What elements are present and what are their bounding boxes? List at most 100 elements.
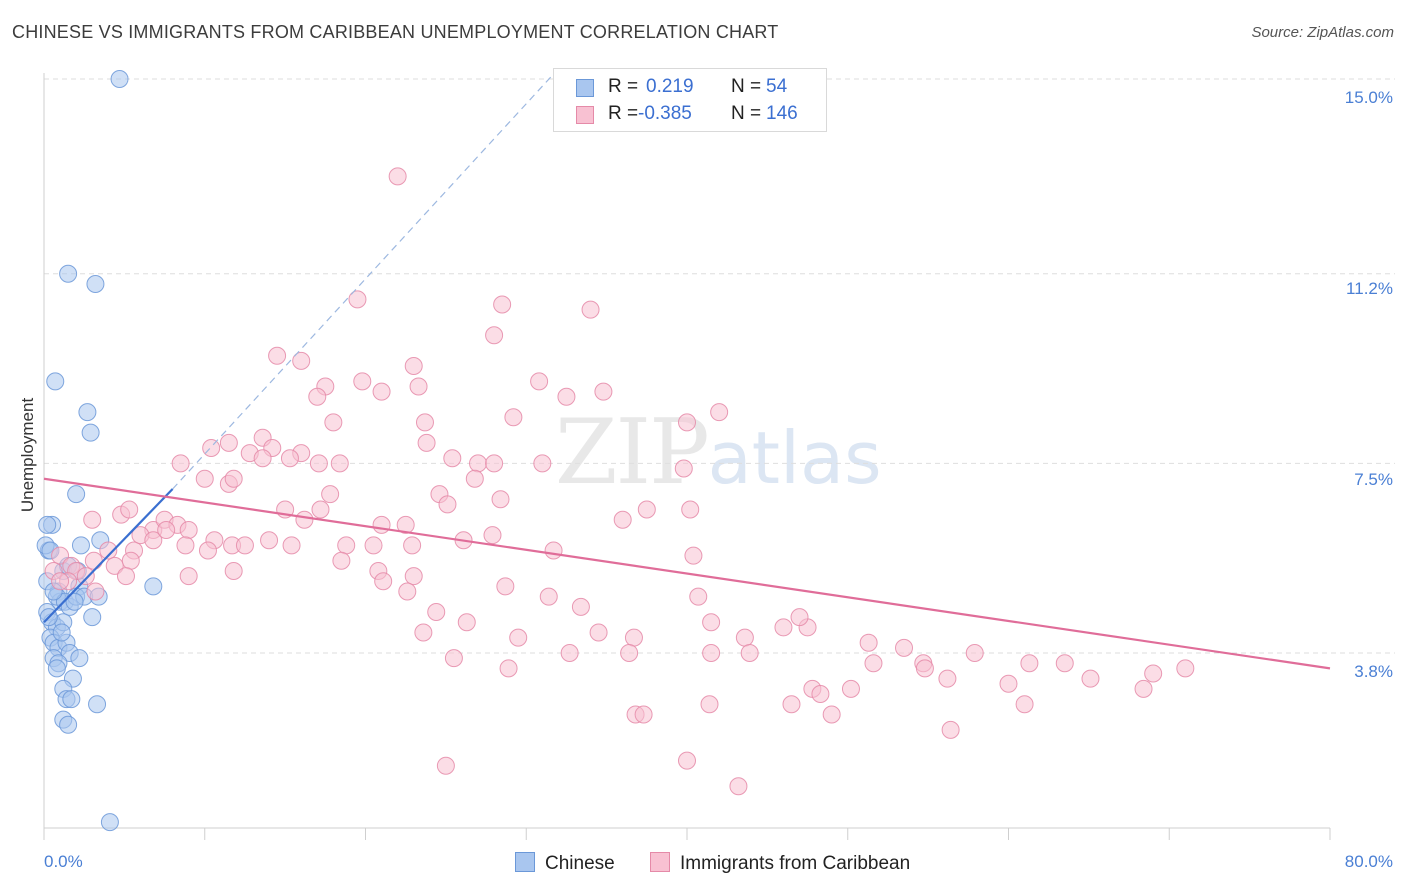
point-caribbean bbox=[438, 495, 457, 514]
point-caribbean bbox=[1055, 654, 1074, 673]
point-caribbean bbox=[51, 546, 70, 565]
point-caribbean bbox=[321, 485, 340, 504]
point-chinese bbox=[100, 813, 119, 832]
point-caribbean bbox=[1176, 659, 1195, 678]
point-caribbean bbox=[1020, 654, 1039, 673]
point-caribbean bbox=[280, 449, 299, 468]
point-caribbean bbox=[364, 536, 383, 555]
point-caribbean bbox=[105, 556, 124, 575]
point-chinese bbox=[62, 690, 81, 709]
point-caribbean bbox=[330, 454, 349, 473]
point-caribbean bbox=[681, 500, 700, 519]
point-caribbean bbox=[179, 521, 198, 539]
point-caribbean bbox=[594, 382, 613, 401]
point-caribbean bbox=[782, 695, 801, 714]
point-caribbean bbox=[811, 685, 830, 703]
point-caribbean bbox=[624, 628, 643, 647]
bottom-legend-label-chinese: Chinese bbox=[545, 853, 615, 874]
point-chinese bbox=[59, 264, 78, 283]
y-tick-label-3-8: 3.8% bbox=[1354, 662, 1393, 681]
point-caribbean bbox=[1015, 695, 1034, 714]
point-caribbean bbox=[332, 551, 351, 570]
point-caribbean bbox=[729, 777, 748, 796]
trendline-chinese-extension bbox=[172, 68, 559, 490]
legend-n-value: 146 bbox=[766, 103, 798, 124]
chart-title: CHINESE VS IMMIGRANTS FROM CARIBBEAN UNE… bbox=[12, 22, 779, 42]
point-caribbean bbox=[121, 551, 140, 570]
point-caribbean bbox=[84, 551, 103, 570]
point-caribbean bbox=[308, 387, 327, 406]
point-caribbean bbox=[348, 290, 367, 309]
point-caribbean bbox=[504, 408, 523, 427]
point-caribbean bbox=[965, 644, 984, 662]
point-caribbean bbox=[710, 403, 729, 422]
point-caribbean bbox=[99, 541, 118, 560]
point-caribbean bbox=[864, 654, 883, 673]
point-chinese bbox=[59, 715, 78, 734]
point-caribbean bbox=[295, 510, 314, 529]
correlation-legend: R = 0.219 N = 54 R = -0.385 N = 146 bbox=[553, 68, 827, 132]
point-caribbean bbox=[613, 510, 632, 529]
point-chinese bbox=[38, 515, 57, 534]
point-caribbean bbox=[689, 587, 708, 606]
point-caribbean bbox=[1081, 669, 1100, 688]
legend-n-label: N = bbox=[731, 103, 762, 124]
point-caribbean bbox=[224, 469, 243, 488]
point-caribbean bbox=[309, 454, 328, 473]
point-caribbean bbox=[388, 167, 407, 186]
point-caribbean bbox=[465, 469, 484, 488]
point-caribbean bbox=[483, 526, 502, 545]
point-caribbean bbox=[557, 387, 576, 406]
point-caribbean bbox=[224, 562, 243, 580]
point-caribbean bbox=[403, 536, 422, 555]
point-caribbean bbox=[353, 372, 372, 391]
point-caribbean bbox=[735, 628, 754, 647]
point-caribbean bbox=[202, 439, 221, 457]
point-chinese bbox=[88, 695, 107, 714]
legend-r-value: -0.385 bbox=[638, 103, 692, 124]
point-caribbean bbox=[941, 720, 960, 739]
x-tick-label-max: 80.0% bbox=[1344, 852, 1393, 871]
point-caribbean bbox=[219, 433, 238, 452]
legend-swatch-caribbean bbox=[576, 106, 594, 124]
point-caribbean bbox=[560, 644, 579, 662]
point-caribbean bbox=[895, 638, 914, 657]
point-caribbean bbox=[311, 500, 330, 519]
point-caribbean bbox=[915, 659, 934, 678]
point-caribbean bbox=[404, 567, 423, 586]
point-caribbean bbox=[774, 618, 793, 637]
y-tick-label-7-5: 7.5% bbox=[1354, 470, 1393, 489]
point-caribbean bbox=[684, 546, 703, 565]
watermark-atlas: atlas bbox=[707, 416, 882, 500]
source-credit: Source: ZipAtlas.com bbox=[1251, 24, 1394, 41]
bottom-legend-chinese[interactable]: Chinese bbox=[515, 852, 615, 875]
point-caribbean bbox=[678, 413, 696, 432]
point-caribbean bbox=[740, 644, 759, 662]
point-chinese bbox=[47, 659, 66, 678]
point-caribbean bbox=[702, 644, 721, 662]
point-caribbean bbox=[457, 613, 476, 632]
point-caribbean bbox=[790, 608, 809, 627]
point-chinese bbox=[81, 423, 100, 442]
point-chinese bbox=[110, 70, 129, 88]
point-caribbean bbox=[589, 623, 608, 642]
point-caribbean bbox=[544, 541, 563, 560]
point-caribbean bbox=[260, 531, 279, 550]
point-caribbean bbox=[539, 587, 558, 606]
point-caribbean bbox=[337, 536, 356, 555]
point-caribbean bbox=[485, 454, 504, 473]
point-caribbean bbox=[436, 756, 455, 775]
legend-r-label: R = bbox=[608, 76, 639, 97]
y-tick-label-15: 15.0% bbox=[1344, 88, 1393, 107]
point-caribbean bbox=[235, 536, 254, 555]
y-tick-label-11-2: 11.2% bbox=[1346, 279, 1393, 298]
bottom-legend-caribbean[interactable]: Immigrants from Caribbean bbox=[650, 852, 910, 875]
point-caribbean bbox=[678, 751, 696, 770]
point-caribbean bbox=[120, 500, 139, 519]
point-caribbean bbox=[179, 567, 198, 586]
point-caribbean bbox=[938, 669, 957, 688]
point-chinese bbox=[86, 275, 105, 293]
point-caribbean bbox=[499, 659, 518, 678]
point-caribbean bbox=[859, 633, 878, 652]
